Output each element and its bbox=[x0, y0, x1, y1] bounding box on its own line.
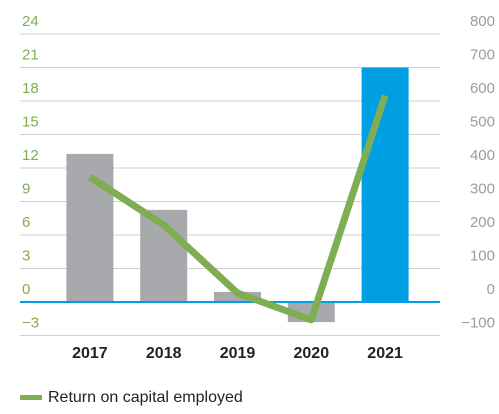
y2-tick-label: 100 bbox=[470, 248, 495, 265]
legend-label: Return on capital employed bbox=[48, 389, 243, 406]
y2-tick-label: 300 bbox=[470, 181, 495, 198]
y2-tick-label: 200 bbox=[470, 214, 495, 231]
y2-tick-label: 0 bbox=[487, 281, 495, 298]
y2-tick-label: 500 bbox=[470, 114, 495, 131]
y-tick-label: 0 bbox=[22, 281, 30, 298]
y-tick-label: 3 bbox=[22, 248, 30, 265]
line bbox=[87, 94, 389, 324]
y2-tick-label: 800 bbox=[470, 13, 495, 30]
y2-tick-label: 700 bbox=[470, 47, 495, 64]
y-tick-label: 21 bbox=[22, 47, 39, 64]
y-tick-label: 6 bbox=[22, 214, 30, 231]
y-tick-label: 15 bbox=[22, 114, 39, 131]
y-tick-label: 9 bbox=[22, 181, 30, 198]
y2-tick-label: 600 bbox=[470, 80, 495, 97]
y2-tick-label: −100 bbox=[461, 315, 495, 332]
y-tick-label: 24 bbox=[22, 13, 39, 30]
x-tick-label: 2021 bbox=[367, 345, 403, 362]
bar bbox=[214, 291, 261, 302]
x-tick-label: 2018 bbox=[146, 345, 182, 362]
y2-tick-label: 400 bbox=[470, 147, 495, 164]
y-tick-label: 18 bbox=[22, 80, 39, 97]
x-tick-label: 2020 bbox=[294, 345, 330, 362]
y-tick-label: −3 bbox=[22, 315, 39, 332]
x-tick-label: 2019 bbox=[220, 345, 256, 362]
legend-swatch bbox=[20, 395, 42, 400]
bar bbox=[66, 153, 114, 302]
y-tick-label: 12 bbox=[22, 147, 39, 164]
x-tick-label: 2017 bbox=[72, 345, 108, 362]
